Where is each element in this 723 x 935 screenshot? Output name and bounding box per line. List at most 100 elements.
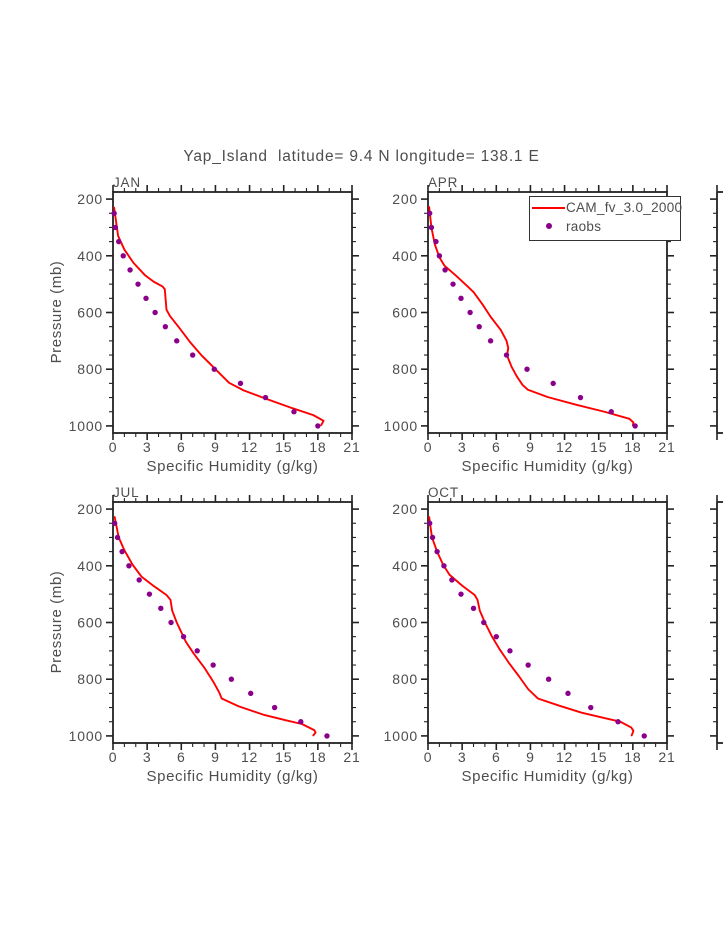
svg-text:12: 12 [556, 439, 573, 455]
svg-text:15: 15 [275, 749, 292, 765]
svg-text:12: 12 [241, 749, 258, 765]
svg-text:6: 6 [492, 439, 501, 455]
raobs-dot [174, 338, 180, 344]
svg-text:800: 800 [77, 671, 103, 687]
raobs-dot [115, 238, 122, 245]
raobs-dot [298, 719, 304, 725]
svg-text:3: 3 [143, 439, 152, 455]
raobs-dot [119, 548, 125, 555]
raobs-dot [434, 548, 440, 555]
panel-oct: 0 3 6 9 12 15 18 21 200 400 600 800 1000 [384, 495, 675, 765]
raobs-dot [136, 577, 142, 583]
raobs-dot [180, 633, 187, 640]
svg-text:18: 18 [624, 439, 641, 455]
svg-text:400: 400 [77, 558, 103, 574]
svg-text:400: 400 [77, 248, 103, 264]
svg-text:6: 6 [177, 749, 186, 765]
svg-text:800: 800 [392, 361, 418, 377]
raobs-dot [442, 267, 448, 273]
raobs-dot [507, 648, 513, 654]
panel-label-jul: JUL [113, 485, 140, 500]
svg-text:15: 15 [275, 439, 292, 455]
raobs-dot [111, 210, 117, 216]
svg-text:200: 200 [77, 501, 103, 517]
legend-raobs-dot-sample [546, 223, 552, 229]
raobs-dot [146, 591, 153, 597]
raobs-dot [135, 281, 141, 287]
raobs-dot [550, 380, 556, 387]
raobs-dot [449, 577, 455, 583]
panel-label-apr: APR [428, 175, 459, 190]
svg-text:400: 400 [392, 248, 418, 264]
panel-jul: 0 3 6 9 12 15 18 21 200 400 600 800 1000 [69, 495, 360, 765]
raobs-dot [112, 520, 118, 526]
panel-label-oct: OCT [428, 485, 459, 500]
legend-label-raobs: raobs [566, 219, 602, 234]
svg-text:21: 21 [658, 749, 675, 765]
raobs-dot [481, 619, 487, 626]
svg-text:200: 200 [392, 501, 418, 517]
svg-text:3: 3 [143, 749, 152, 765]
svg-text:21: 21 [343, 749, 360, 765]
raobs-dot [493, 633, 499, 640]
panel-jan: 0 3 6 9 12 15 18 21 200 400 600 800 1000 [69, 185, 360, 455]
raobs-dot [632, 423, 638, 429]
svg-text:21: 21 [343, 439, 360, 455]
x-axis-title-jul: Specific Humidity (g/kg) [146, 768, 319, 785]
raobs-dot [210, 662, 216, 668]
svg-text:9: 9 [526, 749, 535, 765]
raobs-dot [189, 352, 196, 358]
legend-cam-line-sample [532, 207, 565, 209]
raobs-dot [262, 394, 269, 401]
raobs-dot [271, 704, 278, 711]
raobs-dot [470, 605, 477, 612]
svg-text:600: 600 [392, 615, 418, 631]
svg-text:18: 18 [309, 439, 326, 455]
svg-text:12: 12 [556, 749, 573, 765]
svg-text:18: 18 [309, 749, 326, 765]
cropped-panel-edge [710, 495, 723, 750]
svg-text:600: 600 [77, 615, 103, 631]
raobs-dot [114, 534, 121, 541]
svg-text:6: 6 [177, 439, 186, 455]
raobs-dot [158, 605, 164, 612]
raobs-dot [608, 409, 614, 415]
raobs-dot [433, 238, 439, 245]
raobs-dot [588, 704, 594, 711]
raobs-dot [641, 733, 647, 739]
svg-text:600: 600 [77, 305, 103, 321]
svg-text:18: 18 [624, 749, 641, 765]
raobs-dot [545, 676, 552, 682]
raobs-dot [126, 563, 132, 569]
raobs-dot [458, 295, 464, 302]
x-axis-title-oct: Specific Humidity (g/kg) [461, 768, 634, 785]
raobs-dot [324, 733, 330, 739]
legend: CAM_fv_3.0_2000 raobs [529, 196, 682, 241]
svg-text:400: 400 [392, 558, 418, 574]
svg-text:21: 21 [658, 439, 675, 455]
raobs-dot [228, 676, 235, 682]
svg-text:15: 15 [590, 749, 607, 765]
raobs-dot [577, 394, 584, 401]
svg-text:1000: 1000 [384, 418, 418, 434]
raobs-dot [487, 338, 494, 344]
raobs-dot [237, 380, 244, 387]
svg-text:800: 800 [77, 361, 103, 377]
svg-text:6: 6 [492, 749, 501, 765]
raobs-dot [162, 323, 169, 330]
svg-text:800: 800 [392, 671, 418, 687]
raobs-dot [503, 352, 510, 358]
raobs-dot [427, 520, 433, 526]
cam-line-jan [113, 206, 325, 427]
svg-text:9: 9 [526, 439, 535, 455]
svg-text:0: 0 [109, 749, 118, 765]
raobs-dot [467, 309, 473, 316]
raobs-dot [427, 210, 433, 216]
raobs-dot [127, 267, 133, 273]
raobs-dot [152, 309, 158, 316]
svg-text:9: 9 [211, 439, 220, 455]
cropped-panel-edge [710, 185, 723, 440]
svg-text:200: 200 [77, 191, 103, 207]
